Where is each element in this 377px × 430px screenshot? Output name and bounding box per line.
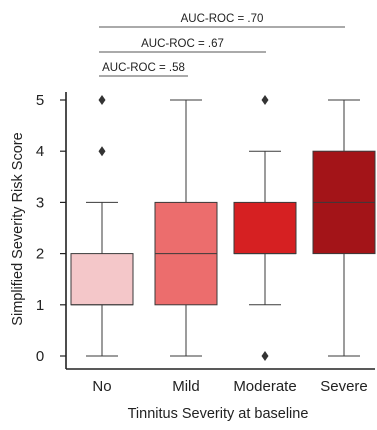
iqr-box	[233, 201, 297, 255]
comparison-label: AUC-ROC = .67	[141, 38, 224, 50]
y-tick-label: 3	[36, 194, 44, 211]
x-tick-label: Mild	[172, 378, 200, 395]
iqr-box	[70, 253, 134, 306]
y-tick-label: 5	[36, 92, 44, 109]
outlier-point	[261, 351, 269, 361]
outlier-point	[98, 95, 106, 105]
y-tick-label: 1	[36, 297, 44, 314]
box-mild	[154, 99, 218, 357]
x-tick-label: No	[92, 378, 111, 395]
comparison-label: AUC-ROC = .70	[181, 13, 264, 25]
comparison-bracket: AUC-ROC = .67	[99, 38, 266, 53]
box-severe	[312, 99, 376, 357]
x-tick-label: Severe	[320, 378, 368, 395]
axes: 0 1 2 3 4 5 No Mild Moderate Severe	[36, 92, 375, 395]
x-tick-label: Moderate	[233, 378, 296, 395]
outlier-point	[98, 146, 106, 157]
box-series	[70, 95, 376, 361]
box-no	[70, 95, 134, 357]
y-tick-label: 0	[36, 348, 44, 365]
comparison-label: AUC-ROC = .58	[102, 62, 185, 74]
box-moderate	[233, 95, 297, 361]
comparison-bracket: AUC-ROC = .70	[99, 13, 345, 28]
y-tick-label: 2	[36, 246, 44, 263]
comparison-brackets: AUC-ROC = .58 AUC-ROC = .67 AUC-ROC = .70	[99, 13, 345, 77]
y-axis-title: Simplified Severity Risk Score	[10, 132, 26, 325]
outlier-point	[261, 95, 269, 105]
y-tick-label: 4	[36, 143, 44, 160]
x-axis-title: Tinnitus Severity at baseline	[128, 406, 309, 422]
comparison-bracket: AUC-ROC = .58	[99, 62, 188, 77]
